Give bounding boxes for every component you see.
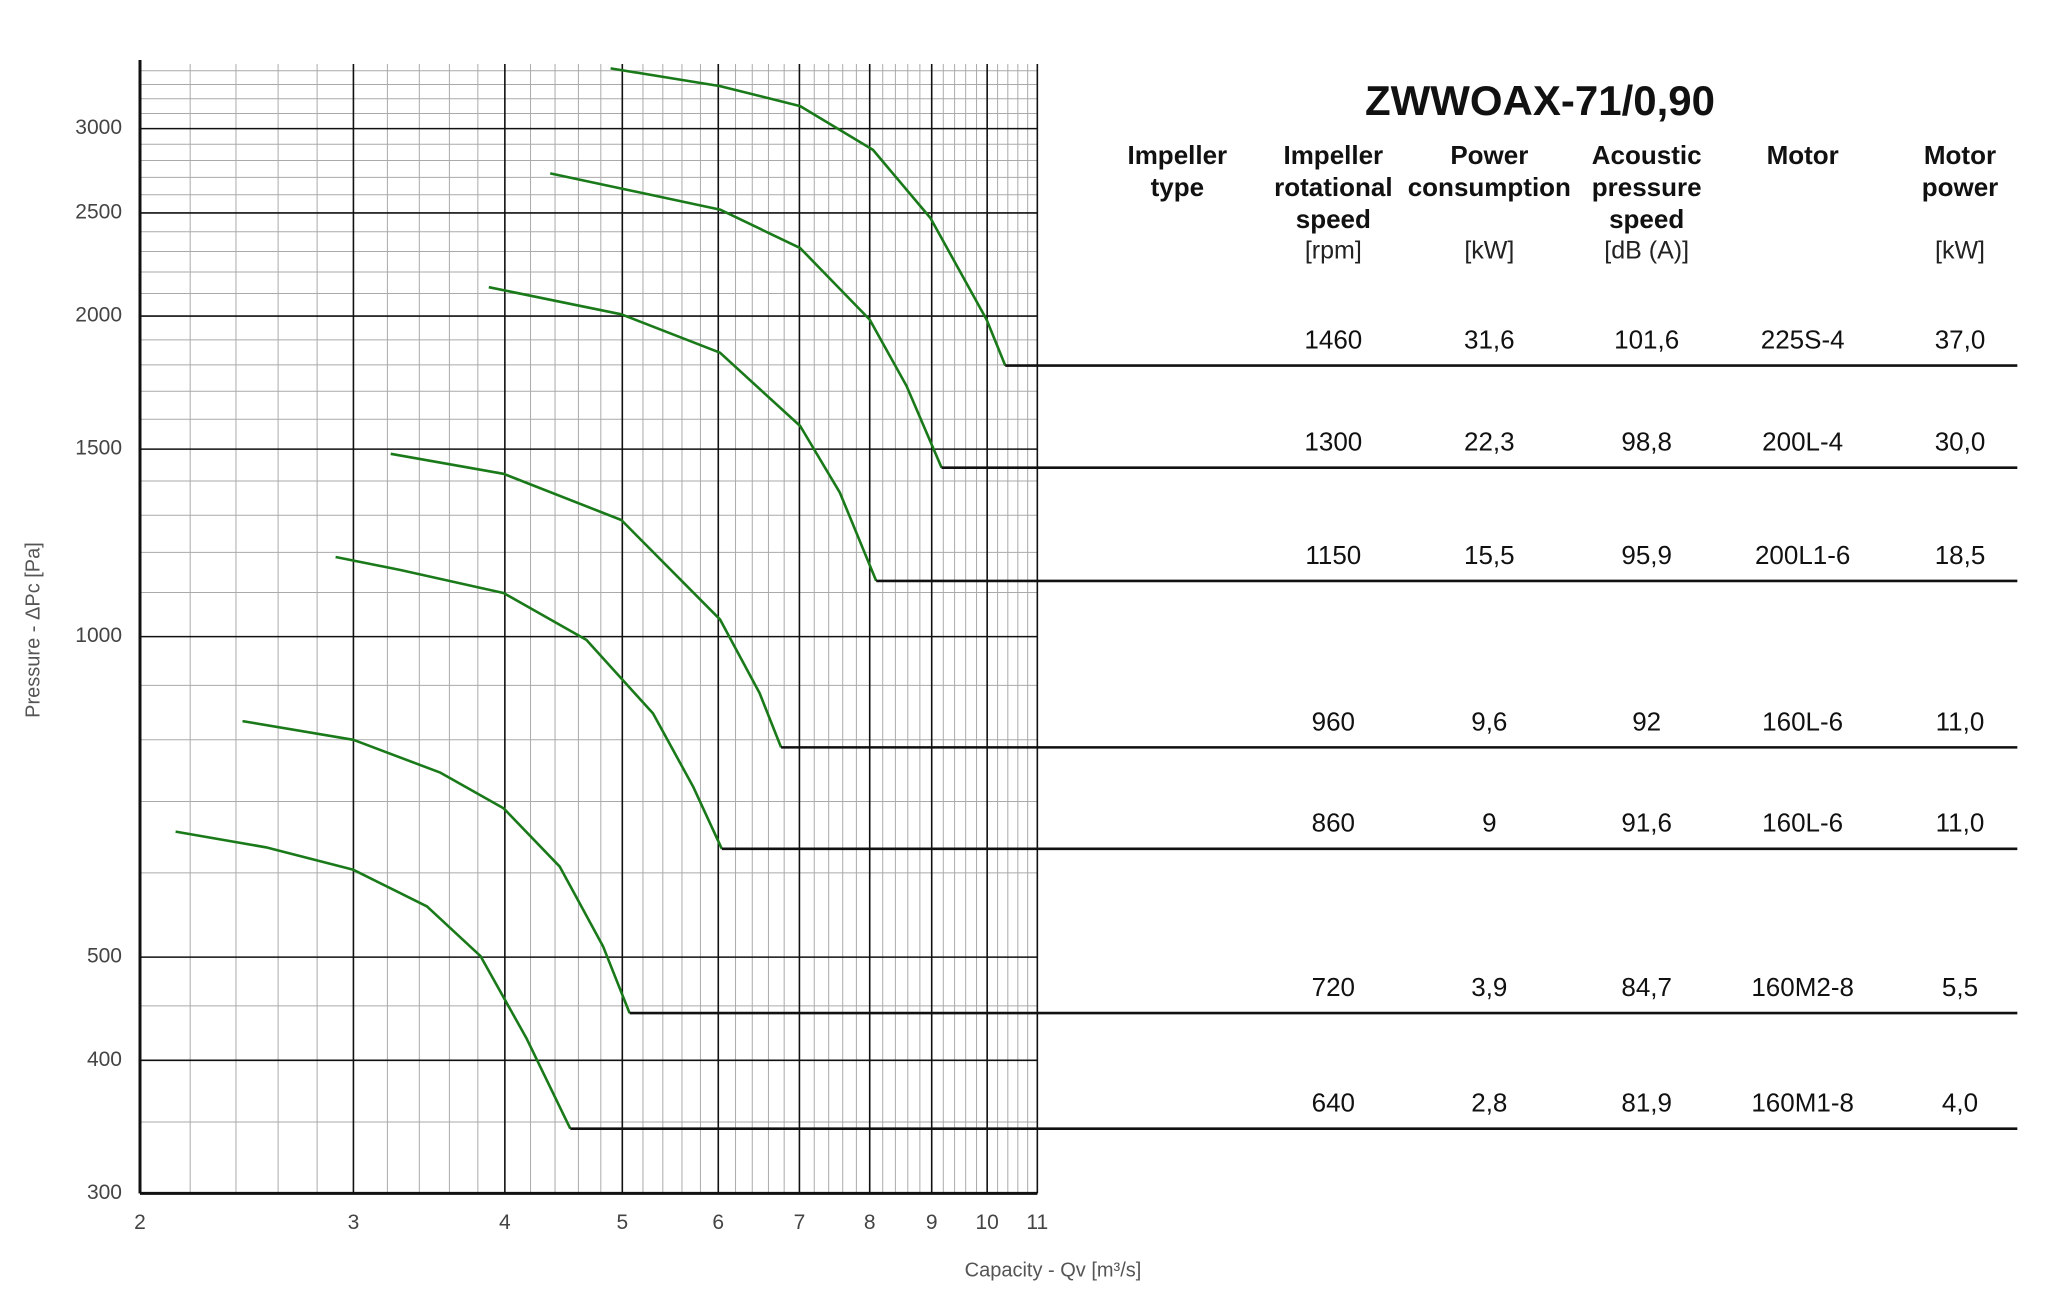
y-tick-label: 1500 bbox=[75, 437, 122, 460]
table-cell: 18,5 bbox=[1935, 540, 1986, 570]
y-tick-label: 300 bbox=[87, 1181, 122, 1204]
table-cell: 92 bbox=[1632, 706, 1661, 736]
column-unit: [kW] bbox=[1935, 237, 1985, 265]
table-cell: 31,6 bbox=[1464, 324, 1515, 354]
table-cell: 640 bbox=[1312, 1088, 1355, 1118]
table-cell: 160M2-8 bbox=[1751, 972, 1854, 1002]
column-header: type bbox=[1151, 172, 1204, 202]
table-cell: 9 bbox=[1482, 808, 1496, 838]
table-cell: 98,8 bbox=[1621, 427, 1672, 457]
column-header: Impeller bbox=[1127, 140, 1227, 170]
table-cell: 720 bbox=[1312, 972, 1355, 1002]
column-header: power bbox=[1922, 172, 1999, 202]
table-cell: 1300 bbox=[1304, 427, 1362, 457]
column-header: rotational bbox=[1274, 172, 1392, 202]
table-cell: 5,5 bbox=[1942, 972, 1978, 1002]
table-cell: 91,6 bbox=[1621, 808, 1672, 838]
table-title: ZWWOAX-71/0,90 bbox=[1365, 77, 1715, 124]
table-cell: 2,8 bbox=[1471, 1088, 1507, 1118]
table-cell: 84,7 bbox=[1621, 972, 1672, 1002]
table-cell: 30,0 bbox=[1935, 427, 1986, 457]
fan-curve bbox=[335, 555, 723, 850]
x-tick-label: 5 bbox=[616, 1211, 628, 1234]
column-unit: [dB (A)] bbox=[1604, 237, 1689, 265]
column-header: Acoustic bbox=[1592, 140, 1702, 170]
table-cell: 11,0 bbox=[1936, 808, 1985, 838]
table-cell: 3,9 bbox=[1471, 972, 1507, 1002]
x-tick-label: 3 bbox=[348, 1211, 360, 1234]
column-header: Motor bbox=[1924, 140, 1996, 170]
y-tick-label: 500 bbox=[87, 945, 122, 968]
table-cell: 95,9 bbox=[1621, 540, 1672, 570]
table-cell: 22,3 bbox=[1464, 427, 1515, 457]
y-tick-label: 3000 bbox=[75, 116, 122, 139]
table-cell: 1150 bbox=[1305, 540, 1361, 570]
table-cell: 960 bbox=[1312, 706, 1355, 736]
column-header: Power bbox=[1450, 140, 1528, 170]
table-cell: 160M1-8 bbox=[1751, 1088, 1854, 1118]
x-tick-label: 2 bbox=[134, 1211, 146, 1234]
column-header: pressure bbox=[1592, 172, 1702, 202]
x-tick-label: 4 bbox=[499, 1211, 511, 1234]
table-cell: 160L-6 bbox=[1762, 706, 1843, 736]
y-tick-label: 1000 bbox=[75, 624, 122, 647]
y-tick-label: 2500 bbox=[75, 200, 122, 223]
x-axis-label: Capacity - Qv [m³/s] bbox=[965, 1259, 1142, 1281]
y-tick-label: 400 bbox=[87, 1048, 122, 1071]
table-cell: 160L-6 bbox=[1762, 808, 1843, 838]
column-header: speed bbox=[1609, 204, 1684, 234]
column-header: consumption bbox=[1408, 172, 1571, 202]
x-tick-label: 10 bbox=[975, 1211, 998, 1234]
table-cell: 101,6 bbox=[1614, 324, 1679, 354]
table-cell: 1460 bbox=[1304, 324, 1362, 354]
column-unit: [kW] bbox=[1464, 237, 1514, 265]
table-cell: 11,0 bbox=[1936, 706, 1985, 736]
fan-curve bbox=[242, 719, 631, 1014]
column-header: Impeller bbox=[1283, 140, 1383, 170]
fan-curve bbox=[390, 452, 783, 748]
x-tick-label: 7 bbox=[794, 1211, 806, 1234]
column-header: Motor bbox=[1767, 140, 1839, 170]
y-tick-label: 2000 bbox=[75, 304, 122, 327]
table-cell: 225S-4 bbox=[1761, 324, 1845, 354]
column-unit: [rpm] bbox=[1305, 237, 1362, 265]
fan-curve bbox=[488, 285, 878, 582]
table-cell: 37,0 bbox=[1935, 324, 1986, 354]
table-cell: 860 bbox=[1312, 808, 1355, 838]
table-cell: 200L-4 bbox=[1762, 427, 1843, 457]
x-tick-label: 6 bbox=[712, 1211, 724, 1234]
fan-curve bbox=[175, 830, 572, 1130]
y-axis-label: Pressure - ΔPc [Pa] bbox=[22, 542, 44, 718]
x-tick-label: 8 bbox=[864, 1211, 876, 1234]
table-cell: 15,5 bbox=[1464, 540, 1515, 570]
x-tick-label: 11 bbox=[1026, 1211, 1048, 1234]
table-cell: 81,9 bbox=[1621, 1088, 1672, 1118]
x-tick-label: 9 bbox=[926, 1211, 938, 1234]
fan-curve bbox=[549, 172, 943, 469]
fan-curve bbox=[610, 67, 1007, 367]
table-cell: 9,6 bbox=[1471, 706, 1507, 736]
table-cell: 4,0 bbox=[1942, 1088, 1978, 1118]
table-cell: 200L1-6 bbox=[1755, 540, 1850, 570]
column-header: speed bbox=[1296, 204, 1371, 234]
